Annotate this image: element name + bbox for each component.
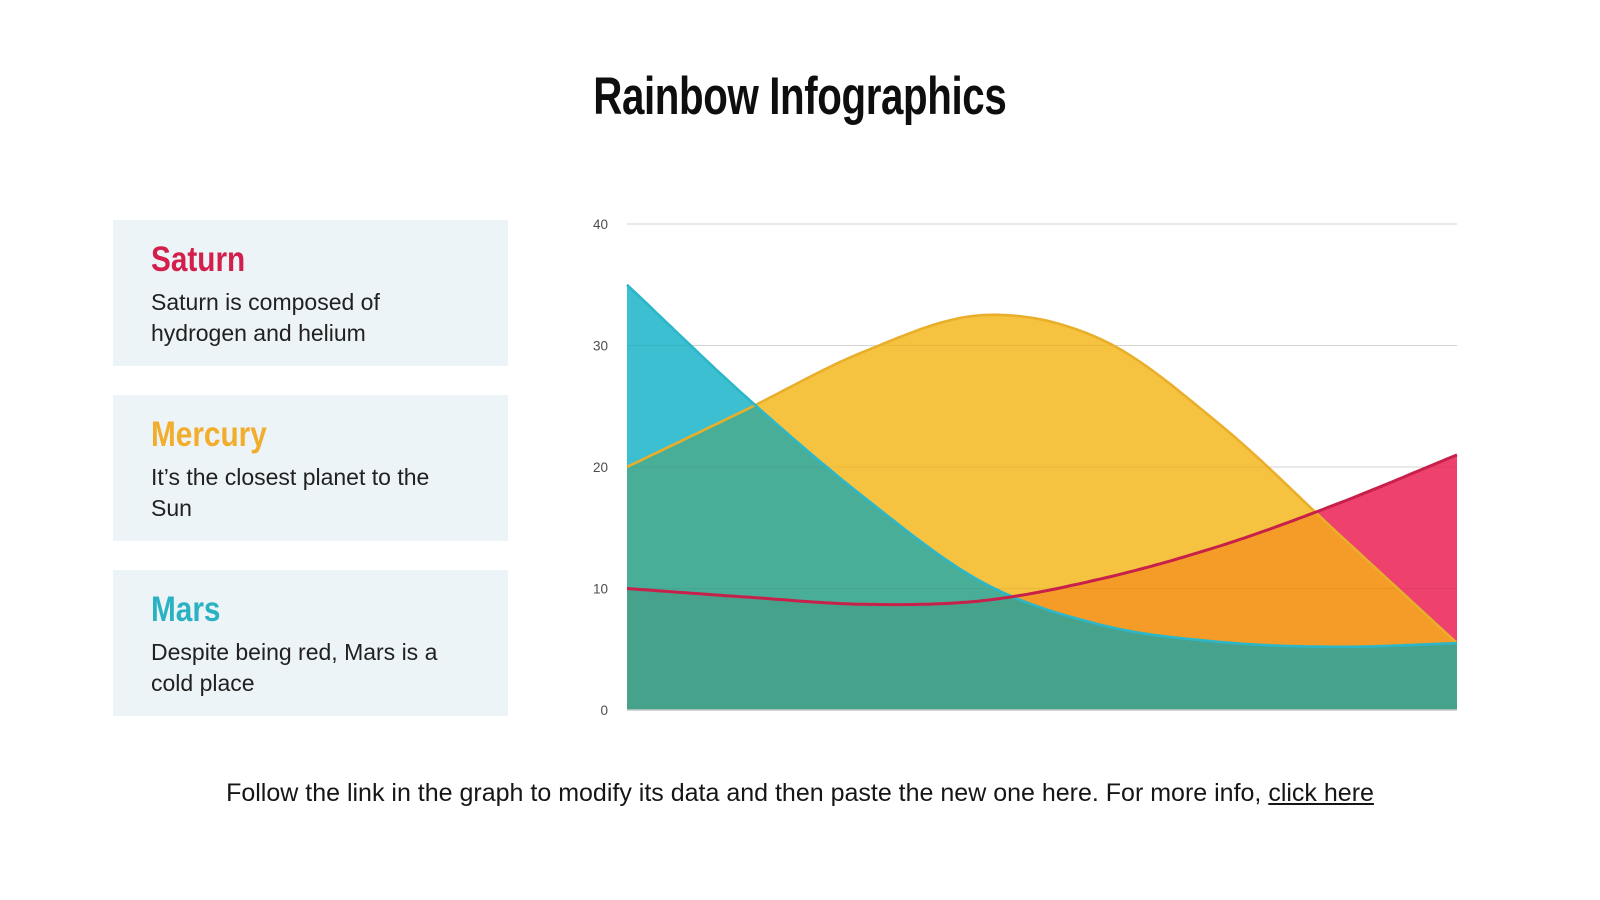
legend-card-mars: Mars Despite being red, Mars is a cold p…: [113, 570, 508, 716]
legend-card-saturn: Saturn Saturn is composed of hydrogen an…: [113, 220, 508, 366]
footer-note: Follow the link in the graph to modify i…: [0, 779, 1600, 808]
y-axis-tick-label: 40: [593, 217, 608, 232]
legend-card-mercury: Mercury It’s the closest planet to the S…: [113, 395, 508, 541]
legend-card-saturn-title: Saturn: [151, 240, 480, 280]
y-axis-tick-label: 0: [600, 703, 608, 718]
legend-card-mars-title-text: Mars: [151, 590, 221, 629]
triple-overlap: [627, 588, 1457, 710]
y-axis-tick-label: 30: [593, 339, 608, 354]
legend-card-mars-description: Despite being red, Mars is a cold place: [151, 639, 438, 697]
legend-card-saturn-description: Saturn is composed of hydrogen and heliu…: [151, 289, 380, 347]
legend-card-mercury-title: Mercury: [151, 415, 480, 455]
page-title: Rainbow Infographics: [0, 70, 1600, 123]
legend-card-mercury-description: It’s the closest planet to the Sun: [151, 464, 430, 522]
saturn-line: [626, 453, 1458, 607]
y-axis-tick-label: 10: [593, 582, 608, 597]
mercury-line: [626, 313, 1458, 645]
mars-line: [626, 283, 1458, 649]
legend-card-mercury-title-text: Mercury: [151, 415, 267, 454]
click-here-link[interactable]: click here: [1268, 779, 1374, 807]
y-axis-tick-label: 20: [593, 460, 608, 475]
footer-text: Follow the link in the graph to modify i…: [226, 779, 1269, 807]
page-title-text: Rainbow Infographics: [593, 67, 1007, 126]
legend-card-saturn-title-text: Saturn: [151, 240, 246, 279]
legend-card-mars-title: Mars: [151, 590, 480, 630]
